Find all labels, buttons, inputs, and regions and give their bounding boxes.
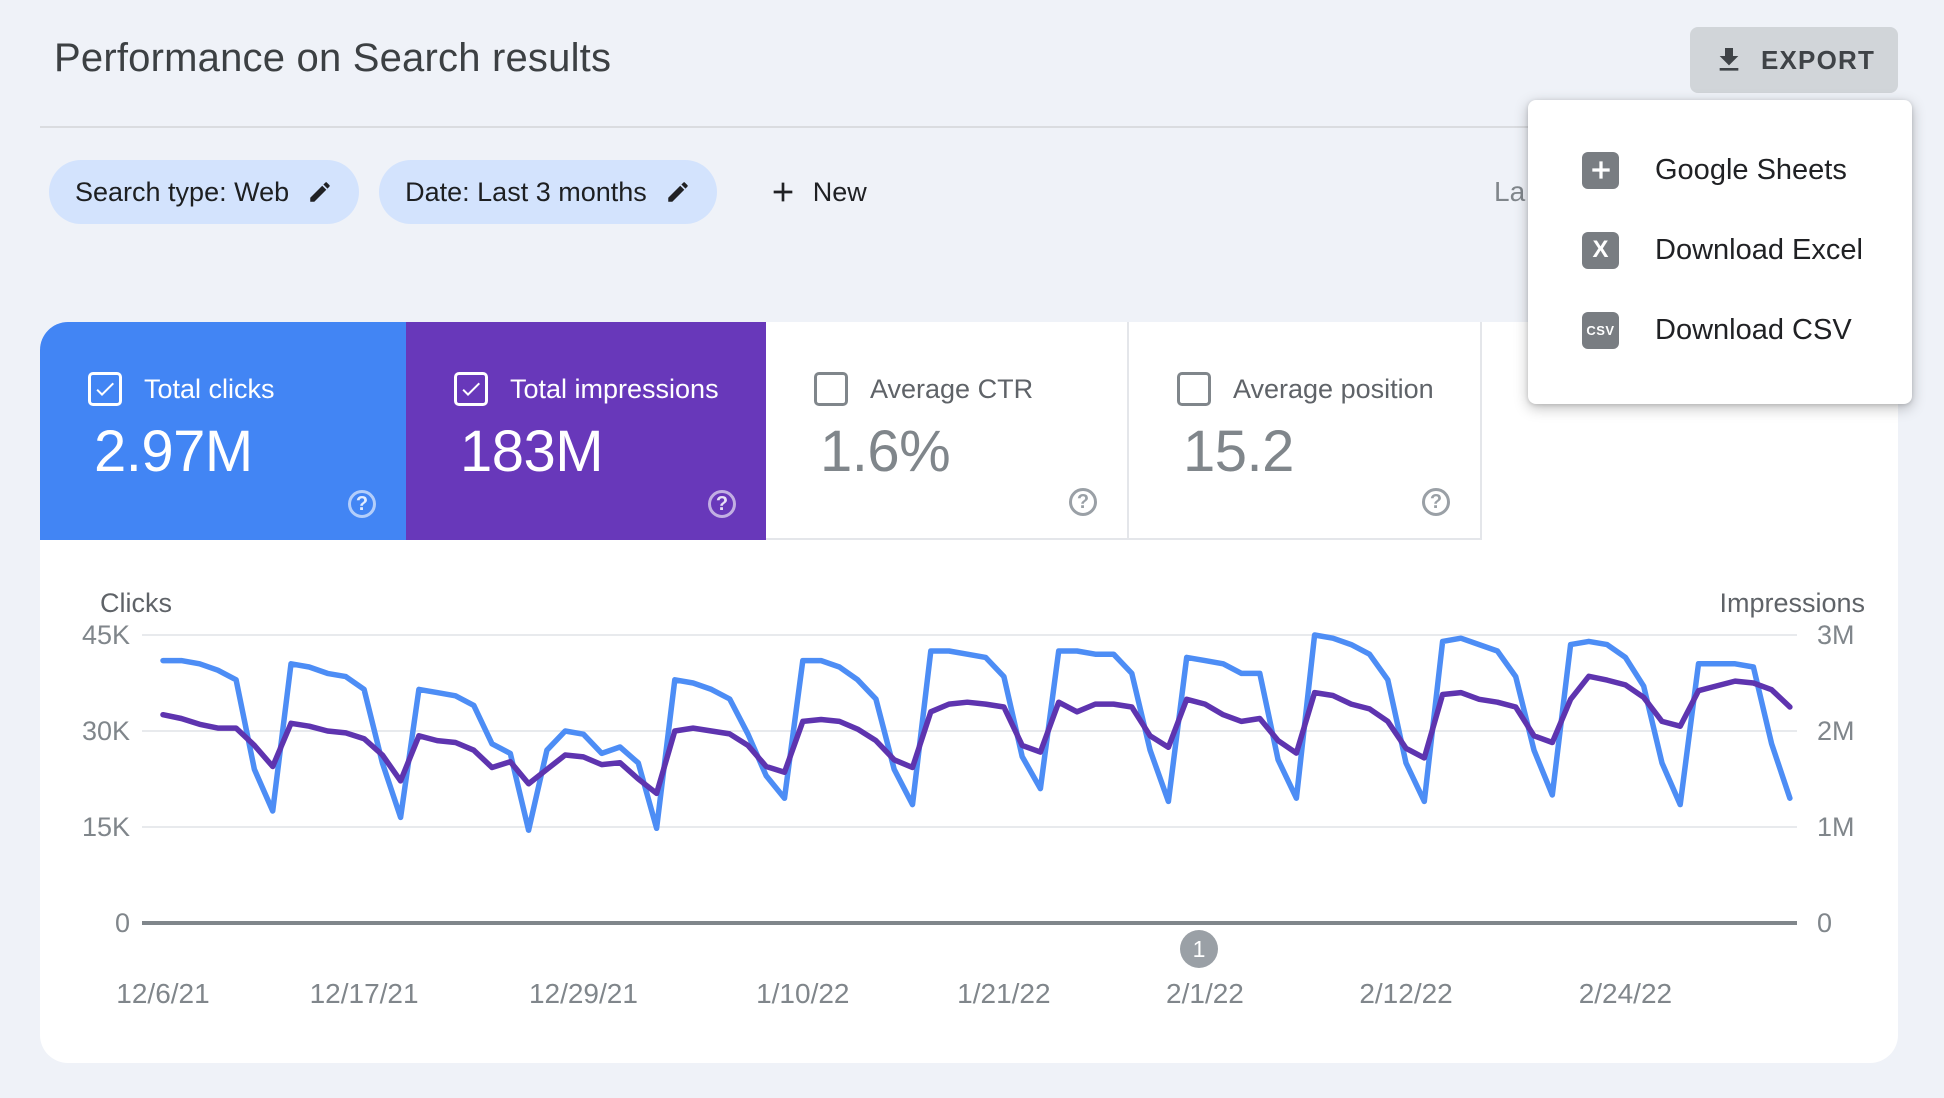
checkbox-checked-icon[interactable] [454, 372, 488, 406]
page-title: Performance on Search results [54, 36, 612, 80]
help-icon[interactable]: ? [348, 490, 376, 518]
search-type-chip-label: Search type: Web [75, 176, 290, 207]
metric-card-average-ctr[interactable]: Average CTR 1.6% ? [766, 322, 1127, 540]
menu-item-google-sheets[interactable]: Google Sheets [1528, 130, 1912, 210]
checkbox-checked-icon[interactable] [88, 372, 122, 406]
header-divider [40, 126, 1904, 128]
metric-value: 2.97M [94, 419, 253, 484]
series-line-impressions [160, 673, 1793, 797]
metric-label: Average CTR [870, 373, 1034, 404]
menu-item-label: Google Sheets [1655, 153, 1847, 186]
right-axis-tick-label: 0 [1817, 908, 1832, 938]
date-range-chip-label: Date: Last 3 months [405, 176, 647, 207]
edit-pencil-icon [665, 179, 691, 205]
x-axis-date-label: 2/24/22 [1579, 978, 1672, 1009]
help-icon[interactable]: ? [1422, 488, 1450, 516]
checkbox-unchecked-icon[interactable] [1177, 372, 1211, 406]
help-icon[interactable]: ? [1069, 488, 1097, 516]
metric-card-total-impressions[interactable]: Total impressions 183M ? [406, 322, 766, 540]
plus-icon [767, 176, 799, 208]
menu-item-download-csv[interactable]: CSV Download CSV [1528, 290, 1912, 370]
right-axis-tick-label: 1M [1817, 812, 1855, 842]
export-button-label: EXPORT [1760, 44, 1876, 75]
date-range-chip[interactable]: Date: Last 3 months [379, 160, 717, 224]
metric-label: Total impressions [510, 373, 719, 404]
metric-card-total-clicks[interactable]: Total clicks 2.97M ? [40, 322, 406, 540]
new-filter-button[interactable]: New [761, 175, 873, 209]
menu-item-label: Download Excel [1655, 233, 1863, 266]
export-dropdown-menu: Google Sheets X Download Excel CSV Downl… [1528, 100, 1912, 404]
right-axis-title: Impressions [1719, 588, 1865, 618]
left-axis-tick-label: 45K [82, 620, 130, 650]
csv-icon: CSV [1582, 311, 1619, 349]
metric-value: 183M [460, 419, 604, 484]
metric-card-average-position[interactable]: Average position 15.2 ? [1127, 322, 1482, 540]
performance-panel: 45K 3M 30K 2M 15K 1M 0 0 Clicks Impressions 12/6/2… [40, 322, 1898, 1063]
google-sheets-icon [1582, 151, 1619, 189]
x-axis-date-label: 2/1/22 [1166, 978, 1244, 1009]
metric-cards-row: Total clicks 2.97M ? Total impressions 1… [40, 322, 1482, 540]
left-axis-tick-label: 30K [82, 716, 130, 746]
help-icon[interactable]: ? [708, 490, 736, 518]
menu-item-label: Download CSV [1655, 313, 1852, 346]
last-updated-text-truncated: La [1494, 176, 1526, 207]
x-axis-date-label: 12/6/21 [116, 978, 209, 1009]
export-button[interactable]: EXPORT [1690, 27, 1898, 93]
download-icon [1713, 44, 1745, 76]
x-axis-date-label: 1/21/22 [957, 978, 1050, 1009]
left-axis-tick-label: 15K [82, 812, 130, 842]
right-axis-tick-label: 3M [1817, 620, 1855, 650]
metric-label: Total clicks [144, 373, 275, 404]
metric-value: 15.2 [1183, 419, 1294, 484]
metric-value: 1.6% [820, 419, 951, 484]
filter-bar: Search type: Web Date: Last 3 months New [49, 160, 873, 224]
x-axis-date-label: 1/10/22 [756, 978, 849, 1009]
x-axis-date-label: 12/29/21 [529, 978, 638, 1009]
left-axis-tick-label: 0 [115, 908, 130, 938]
excel-icon: X [1582, 231, 1619, 269]
menu-item-download-excel[interactable]: X Download Excel [1528, 210, 1912, 290]
x-axis-date-label: 2/12/22 [1359, 978, 1452, 1009]
metric-label: Average position [1233, 373, 1434, 404]
series-line-clicks [160, 632, 1793, 833]
performance-chart: 45K 3M 30K 2M 15K 1M 0 0 Clicks Impressions 12/6/2… [82, 588, 1865, 1009]
x-axis-date-label: 12/17/21 [310, 978, 419, 1009]
edit-pencil-icon [307, 179, 333, 205]
search-type-chip[interactable]: Search type: Web [49, 160, 360, 224]
left-axis-title: Clicks [100, 588, 172, 618]
new-filter-label: New [812, 176, 867, 207]
checkbox-unchecked-icon[interactable] [814, 372, 848, 406]
right-axis-tick-label: 2M [1817, 716, 1855, 746]
pagination-page-1[interactable]: 1 [1180, 930, 1218, 968]
